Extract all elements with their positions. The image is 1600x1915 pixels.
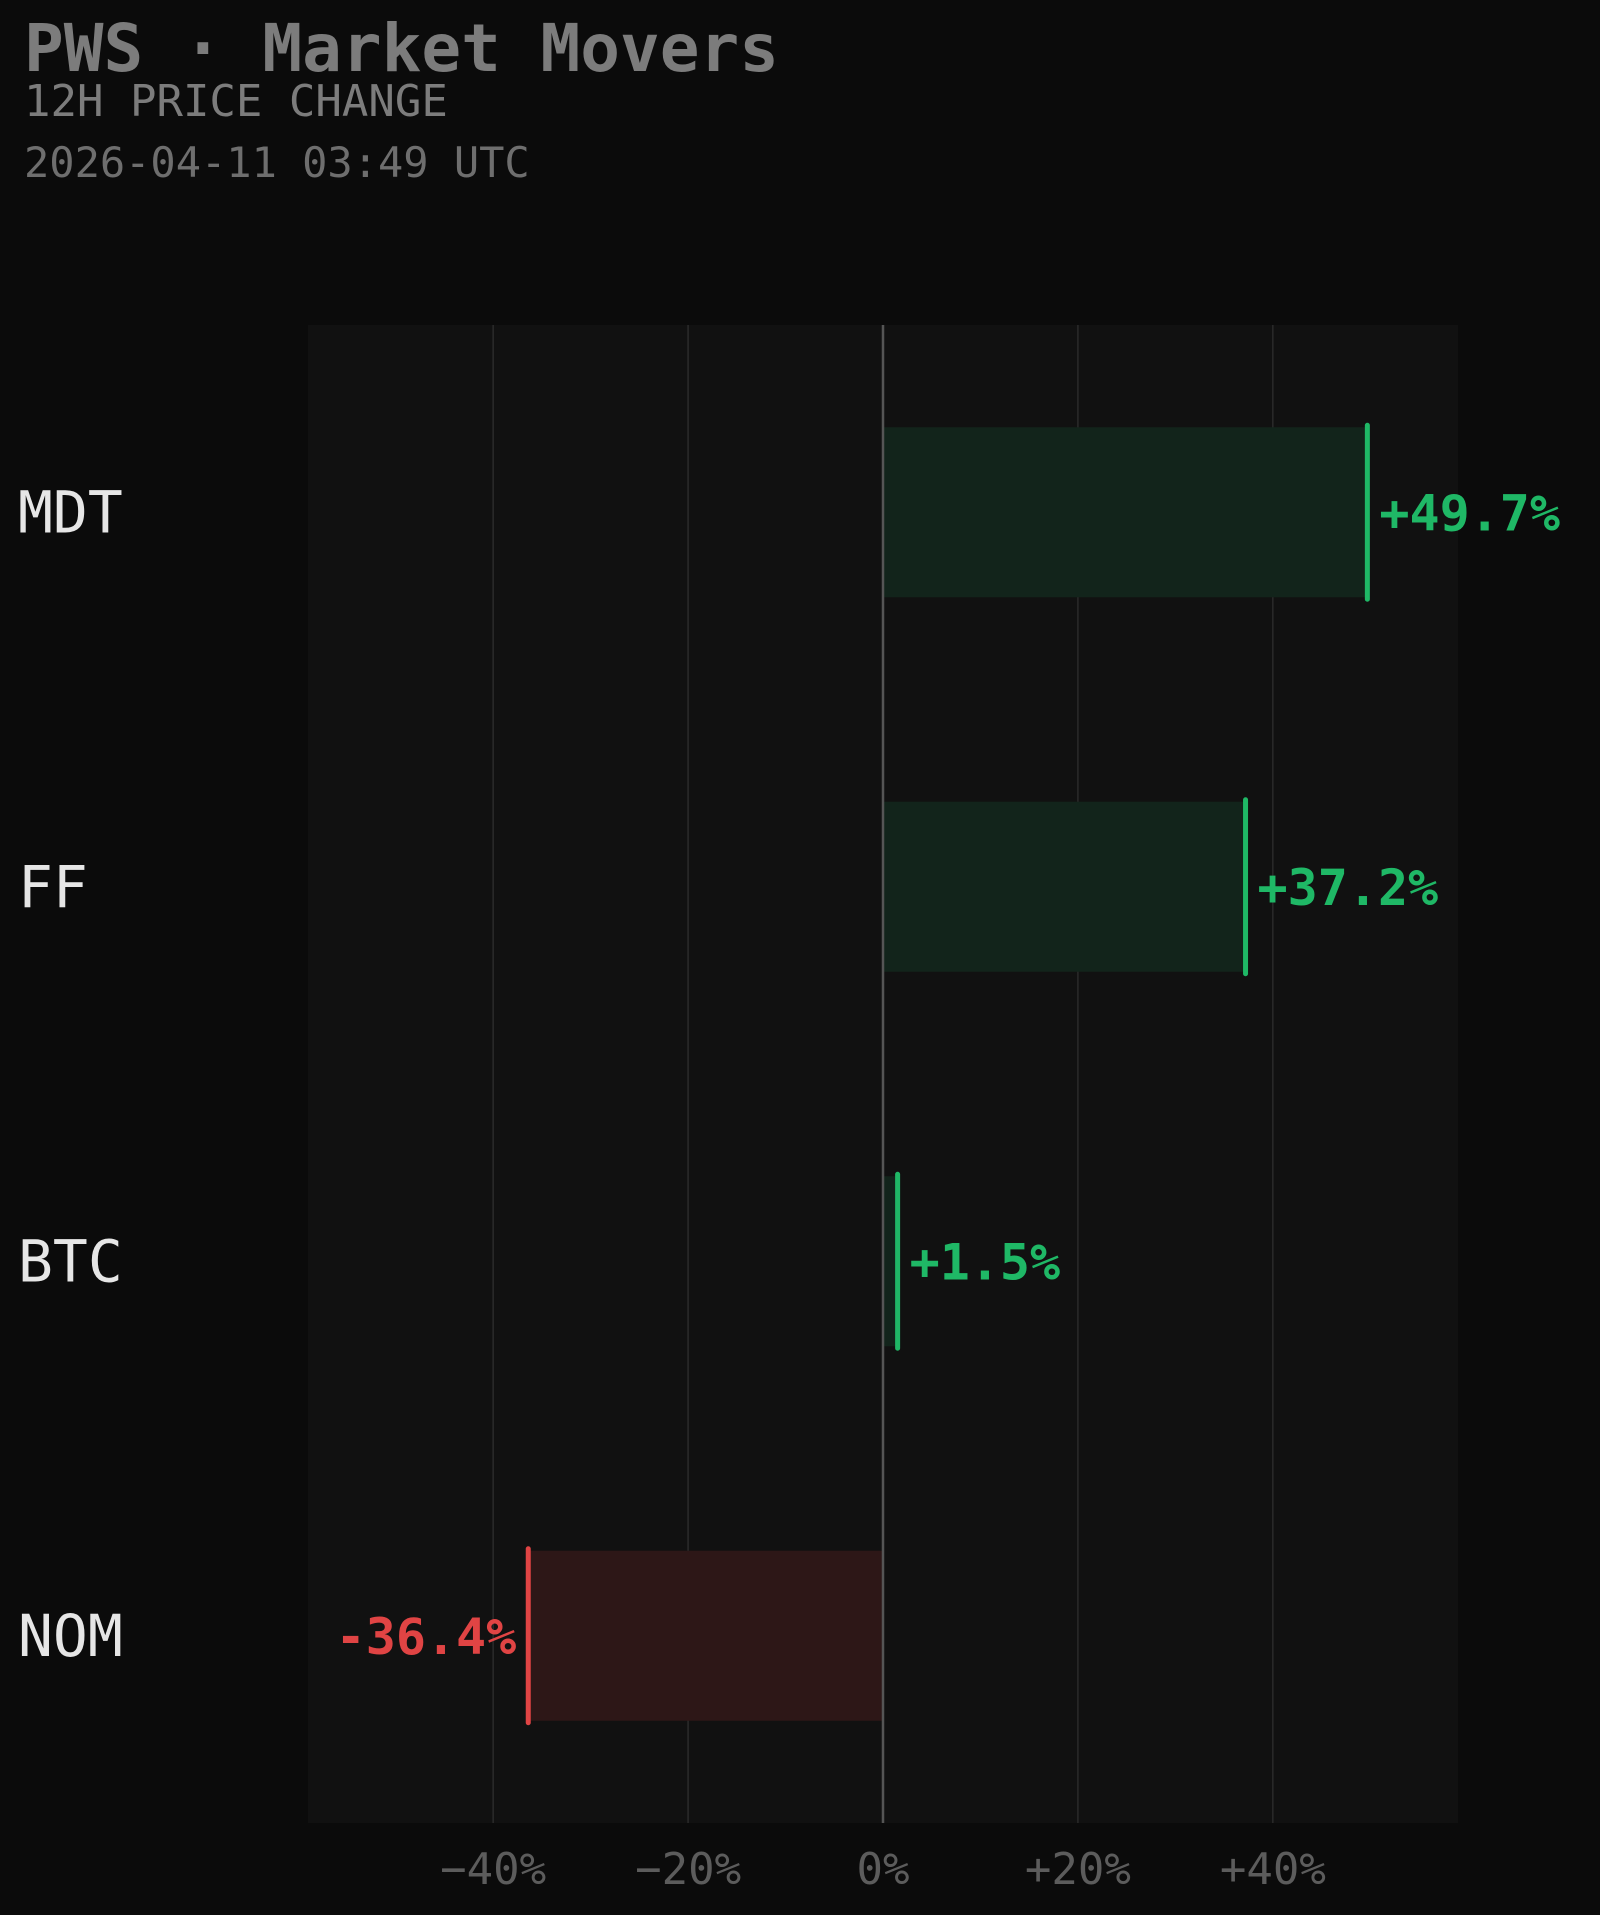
chart-subtitle: 12H PRICE CHANGE <box>24 76 448 127</box>
category-label: FF <box>18 853 88 921</box>
category-label: NOM <box>18 1602 123 1670</box>
value-label: +37.2% <box>1258 859 1439 917</box>
x-tick-label: −40% <box>440 1844 546 1895</box>
category-label: BTC <box>18 1227 123 1295</box>
value-label: -36.4% <box>336 1608 517 1666</box>
value-label: +49.7% <box>1379 484 1560 542</box>
labels: MDT +49.7% FF +37.2% BTC +1.5% NOM -36.4% <box>18 478 1560 1670</box>
bars <box>525 422 1370 1726</box>
chart-timestamp: 2026-04-11 03:49 UTC <box>24 138 530 187</box>
x-tick-label: −20% <box>635 1844 741 1895</box>
chart-title: PWS · Market Movers <box>24 10 779 87</box>
category-label: MDT <box>18 478 123 546</box>
x-tick-label: +20% <box>1025 1844 1131 1895</box>
x-axis-ticks: −40% −20% 0% +20% +40% <box>440 1844 1326 1895</box>
x-tick-label: +40% <box>1220 1844 1326 1895</box>
bar-ff <box>883 801 1246 972</box>
bar-mdt <box>883 427 1368 598</box>
bar-btc <box>883 1176 898 1347</box>
value-label: +1.5% <box>910 1233 1061 1291</box>
x-tick-label: 0% <box>857 1844 910 1895</box>
bar-nom <box>528 1550 883 1721</box>
